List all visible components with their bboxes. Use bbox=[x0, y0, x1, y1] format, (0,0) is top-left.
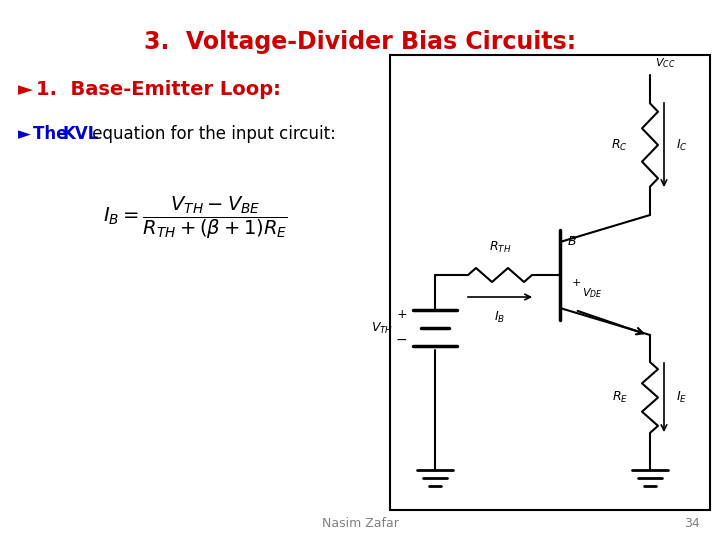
Text: 34: 34 bbox=[684, 517, 700, 530]
Text: $V_{DE}$: $V_{DE}$ bbox=[582, 286, 603, 300]
Text: +: + bbox=[397, 308, 407, 321]
Text: KVL: KVL bbox=[62, 125, 99, 143]
Text: $I_E$: $I_E$ bbox=[676, 390, 687, 405]
Text: $R_E$: $R_E$ bbox=[612, 390, 628, 405]
Text: $V_{TH}$: $V_{TH}$ bbox=[371, 320, 393, 335]
Text: equation for the input circuit:: equation for the input circuit: bbox=[87, 125, 336, 143]
Text: The: The bbox=[33, 125, 73, 143]
Bar bbox=[390, 55, 710, 510]
Text: $R_{TH}$: $R_{TH}$ bbox=[489, 240, 511, 255]
Text: +: + bbox=[572, 278, 581, 288]
Text: Nasim Zafar: Nasim Zafar bbox=[322, 517, 398, 530]
Text: 1.  Base-Emitter Loop:: 1. Base-Emitter Loop: bbox=[36, 80, 281, 99]
Text: ►: ► bbox=[18, 80, 33, 99]
Text: $I_C$: $I_C$ bbox=[676, 138, 688, 152]
Text: ►: ► bbox=[18, 125, 31, 143]
Text: B: B bbox=[568, 235, 577, 248]
Text: $I_B$: $I_B$ bbox=[495, 310, 505, 325]
Text: $R_C$: $R_C$ bbox=[611, 138, 628, 152]
Text: −: − bbox=[395, 333, 407, 347]
Text: $V_{CC}$: $V_{CC}$ bbox=[655, 56, 675, 70]
Text: $\it{I_B} = \dfrac{\it{V_{TH}} - \it{V_{BE}}}{\it{R_{TH}} + (\beta + 1)\it{R_E}}: $\it{I_B} = \dfrac{\it{V_{TH}} - \it{V_{… bbox=[102, 195, 287, 241]
Text: 3.  Voltage-Divider Bias Circuits:: 3. Voltage-Divider Bias Circuits: bbox=[144, 30, 576, 54]
